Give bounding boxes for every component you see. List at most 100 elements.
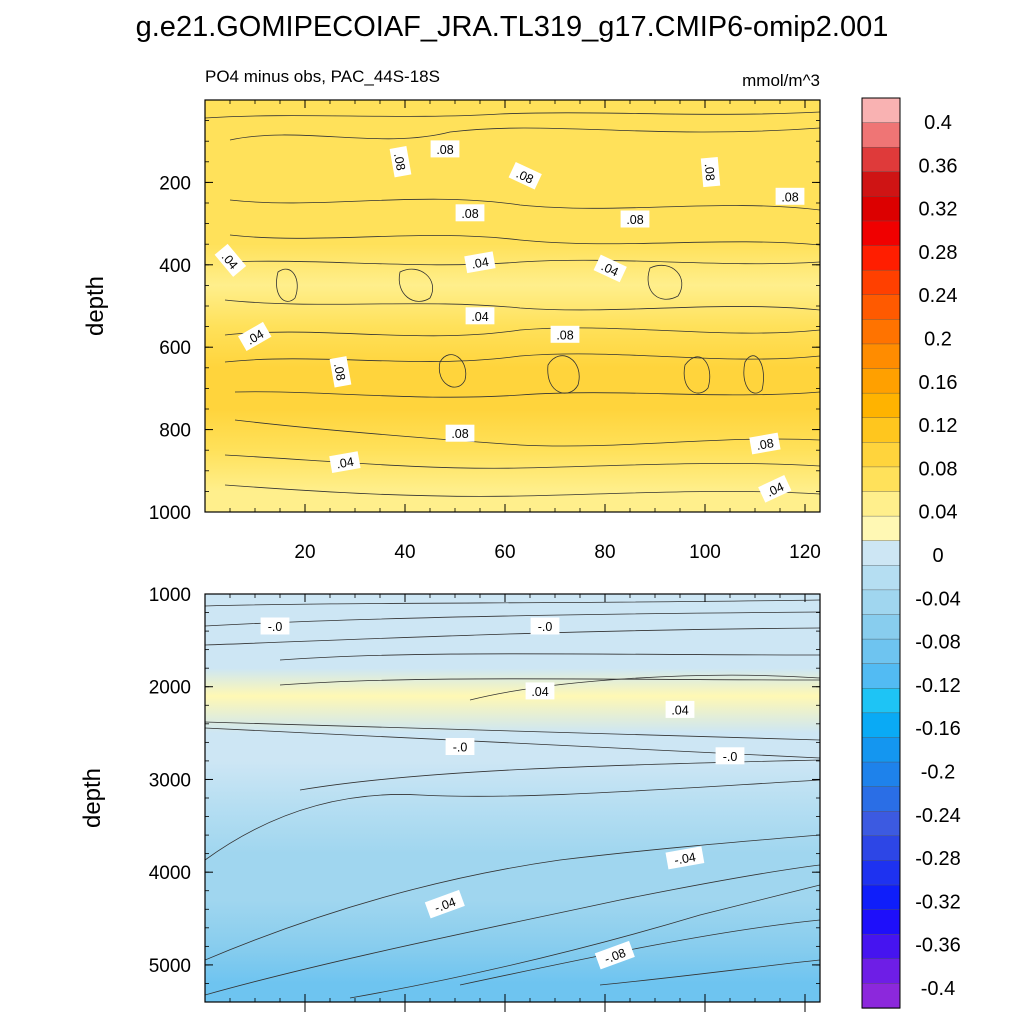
contour-label-bg [508, 161, 542, 190]
x-tick-label: 60 [494, 542, 515, 563]
contour-label: -.0 [715, 747, 745, 765]
colorbar-label: 0.08 [919, 458, 958, 480]
y-tick-label: 600 [159, 338, 191, 359]
colorbar-swatch [861, 220, 901, 247]
colorbar-label: -0.12 [915, 675, 961, 697]
colorbar-swatch [861, 688, 901, 714]
colorbar-swatch [861, 540, 901, 566]
contour-label-text: .08 [755, 436, 775, 453]
contour-label-bg [424, 889, 465, 919]
contour-label-bg [455, 204, 485, 222]
contour-label: .04 [238, 321, 272, 352]
colorbar-label: 0.28 [919, 242, 958, 264]
contour-label-text: .08 [436, 143, 453, 157]
contour-label-text: .08 [702, 163, 717, 182]
contour-label: .04 [593, 254, 627, 283]
contour-label-text: -.0 [453, 741, 468, 755]
upper-x-axis: 20 40 60 80 100 120 [229, 100, 821, 563]
colorbar-swatch [861, 146, 901, 173]
colorbar-swatch [861, 171, 901, 198]
colorbar-label: 0.24 [919, 285, 958, 307]
contour-label: .08 [620, 210, 650, 228]
colorbar-swatch [861, 122, 901, 148]
contour-label-bg [758, 475, 792, 503]
colorbar-label: -0.08 [915, 632, 961, 654]
contour-label: -.04 [424, 889, 465, 919]
colorbar-label: -0.28 [915, 848, 961, 870]
colorbar-label: -0.36 [915, 935, 961, 957]
contour-label-bg [260, 617, 290, 635]
x-tick-label: 100 [689, 542, 721, 563]
contour-label-text: .04 [764, 480, 786, 500]
colorbar-label: -0.24 [915, 805, 961, 827]
colorbar-label: -0.04 [915, 588, 961, 610]
contour-label-bg [389, 146, 412, 178]
colorbar-swatch [861, 466, 901, 493]
colorbar-swatch [861, 196, 901, 222]
colorbar-swatch [861, 269, 901, 296]
contour-label-text: .08 [556, 328, 573, 342]
y-tick-label: 2000 [149, 678, 191, 699]
contour-label: -.0 [530, 617, 560, 635]
colorbar-swatch [861, 294, 901, 321]
contour-label-bg [775, 187, 805, 205]
y-tick-label: 4000 [149, 863, 191, 884]
contour-label-text: -.0 [268, 620, 283, 634]
colorbar-swatch [861, 343, 901, 370]
contour-label: .04 [465, 307, 495, 325]
contour-label-bg [594, 940, 635, 970]
colorbar-swatch [861, 368, 901, 394]
colorbar: 0.4 0.36 0.32 0.28 0.24 0.2 0.16 0.12 0.08 0.04 0 -… [861, 97, 961, 1009]
contour-label: .08 [329, 356, 352, 388]
contour-label-bg [665, 846, 705, 870]
contour-label-text: .08 [514, 167, 536, 187]
colorbar-swatch [861, 761, 901, 788]
colorbar-swatch [861, 565, 901, 591]
contour-label-text: -.0 [538, 620, 553, 634]
colorbar-swatch [861, 319, 901, 345]
contour-label: -.04 [665, 846, 705, 870]
contour-label: -.0 [445, 738, 475, 755]
colorbar-swatch [861, 934, 901, 960]
contour-label-text: .08 [781, 190, 798, 204]
contour-label-bg [445, 424, 475, 442]
colorbar-label: 0.32 [919, 199, 958, 221]
colorbar-swatch [861, 515, 901, 542]
upper-y-axis-label: depth [82, 276, 109, 336]
y-tick-label: 5000 [149, 956, 191, 977]
contour-label: .04 [758, 475, 792, 503]
contour-label-bg [525, 682, 555, 700]
contour-label-text: .08 [331, 362, 348, 382]
colorbar-swatch [861, 638, 901, 665]
colorbar-swatch [861, 958, 901, 985]
colorbar-swatch [861, 983, 901, 1009]
colorbar-label: 0.12 [919, 415, 958, 437]
contour-label-text: -.04 [673, 850, 697, 868]
x-tick-label: 120 [789, 542, 821, 563]
contour-label: .08 [775, 187, 805, 205]
colorbar-label: -0.2 [921, 762, 955, 784]
colorbar-swatch [861, 417, 901, 444]
contour-label: .04 [525, 682, 555, 700]
contour-label: .08 [508, 161, 542, 190]
contour-label-text: .08 [451, 427, 468, 441]
contour-label-text: .04 [599, 259, 621, 279]
contour-label: .04 [464, 251, 496, 274]
contour-label-text: .04 [671, 703, 688, 717]
contour-label-bg [465, 307, 495, 325]
contour-label-bg [593, 254, 627, 283]
y-tick-label: 200 [159, 173, 191, 194]
contour-label-bg [715, 747, 745, 765]
colorbar-label: 0.16 [919, 372, 958, 394]
lower-y-axis-label: depth [79, 768, 106, 828]
y-tick-label: 1000 [149, 585, 191, 606]
contour-label-bg [238, 321, 272, 352]
colorbar-label: 0.36 [919, 155, 958, 177]
contour-label-bg [620, 210, 650, 228]
contour-label-bg [214, 243, 247, 277]
colorbar-label: -0.16 [915, 718, 961, 740]
colorbar-swatch [861, 589, 901, 616]
contour-label-text: -.0 [723, 750, 738, 764]
contour-label-bg [665, 700, 695, 718]
